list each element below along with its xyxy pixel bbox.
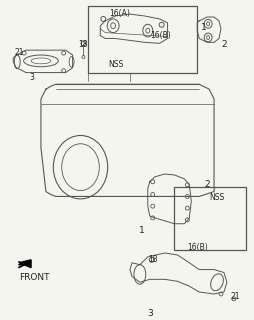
Text: 16(B): 16(B) — [187, 243, 207, 252]
Text: 18: 18 — [78, 40, 88, 49]
Text: FRONT: FRONT — [19, 273, 50, 282]
Text: 1: 1 — [200, 23, 206, 32]
Bar — [174, 187, 245, 250]
Text: 18: 18 — [147, 255, 157, 264]
Text: 1: 1 — [138, 226, 144, 235]
Text: NSS: NSS — [208, 193, 224, 202]
Text: 16(B): 16(B) — [149, 31, 170, 40]
Text: NSS: NSS — [108, 60, 123, 69]
Polygon shape — [19, 260, 31, 268]
Text: 21: 21 — [230, 292, 240, 301]
Bar — [88, 6, 196, 73]
Text: 21: 21 — [14, 48, 24, 57]
Text: 3: 3 — [29, 73, 34, 82]
Text: 16(A): 16(A) — [109, 9, 130, 18]
Text: 2: 2 — [220, 40, 226, 49]
Text: 2: 2 — [203, 180, 209, 189]
Text: 3: 3 — [147, 308, 153, 317]
